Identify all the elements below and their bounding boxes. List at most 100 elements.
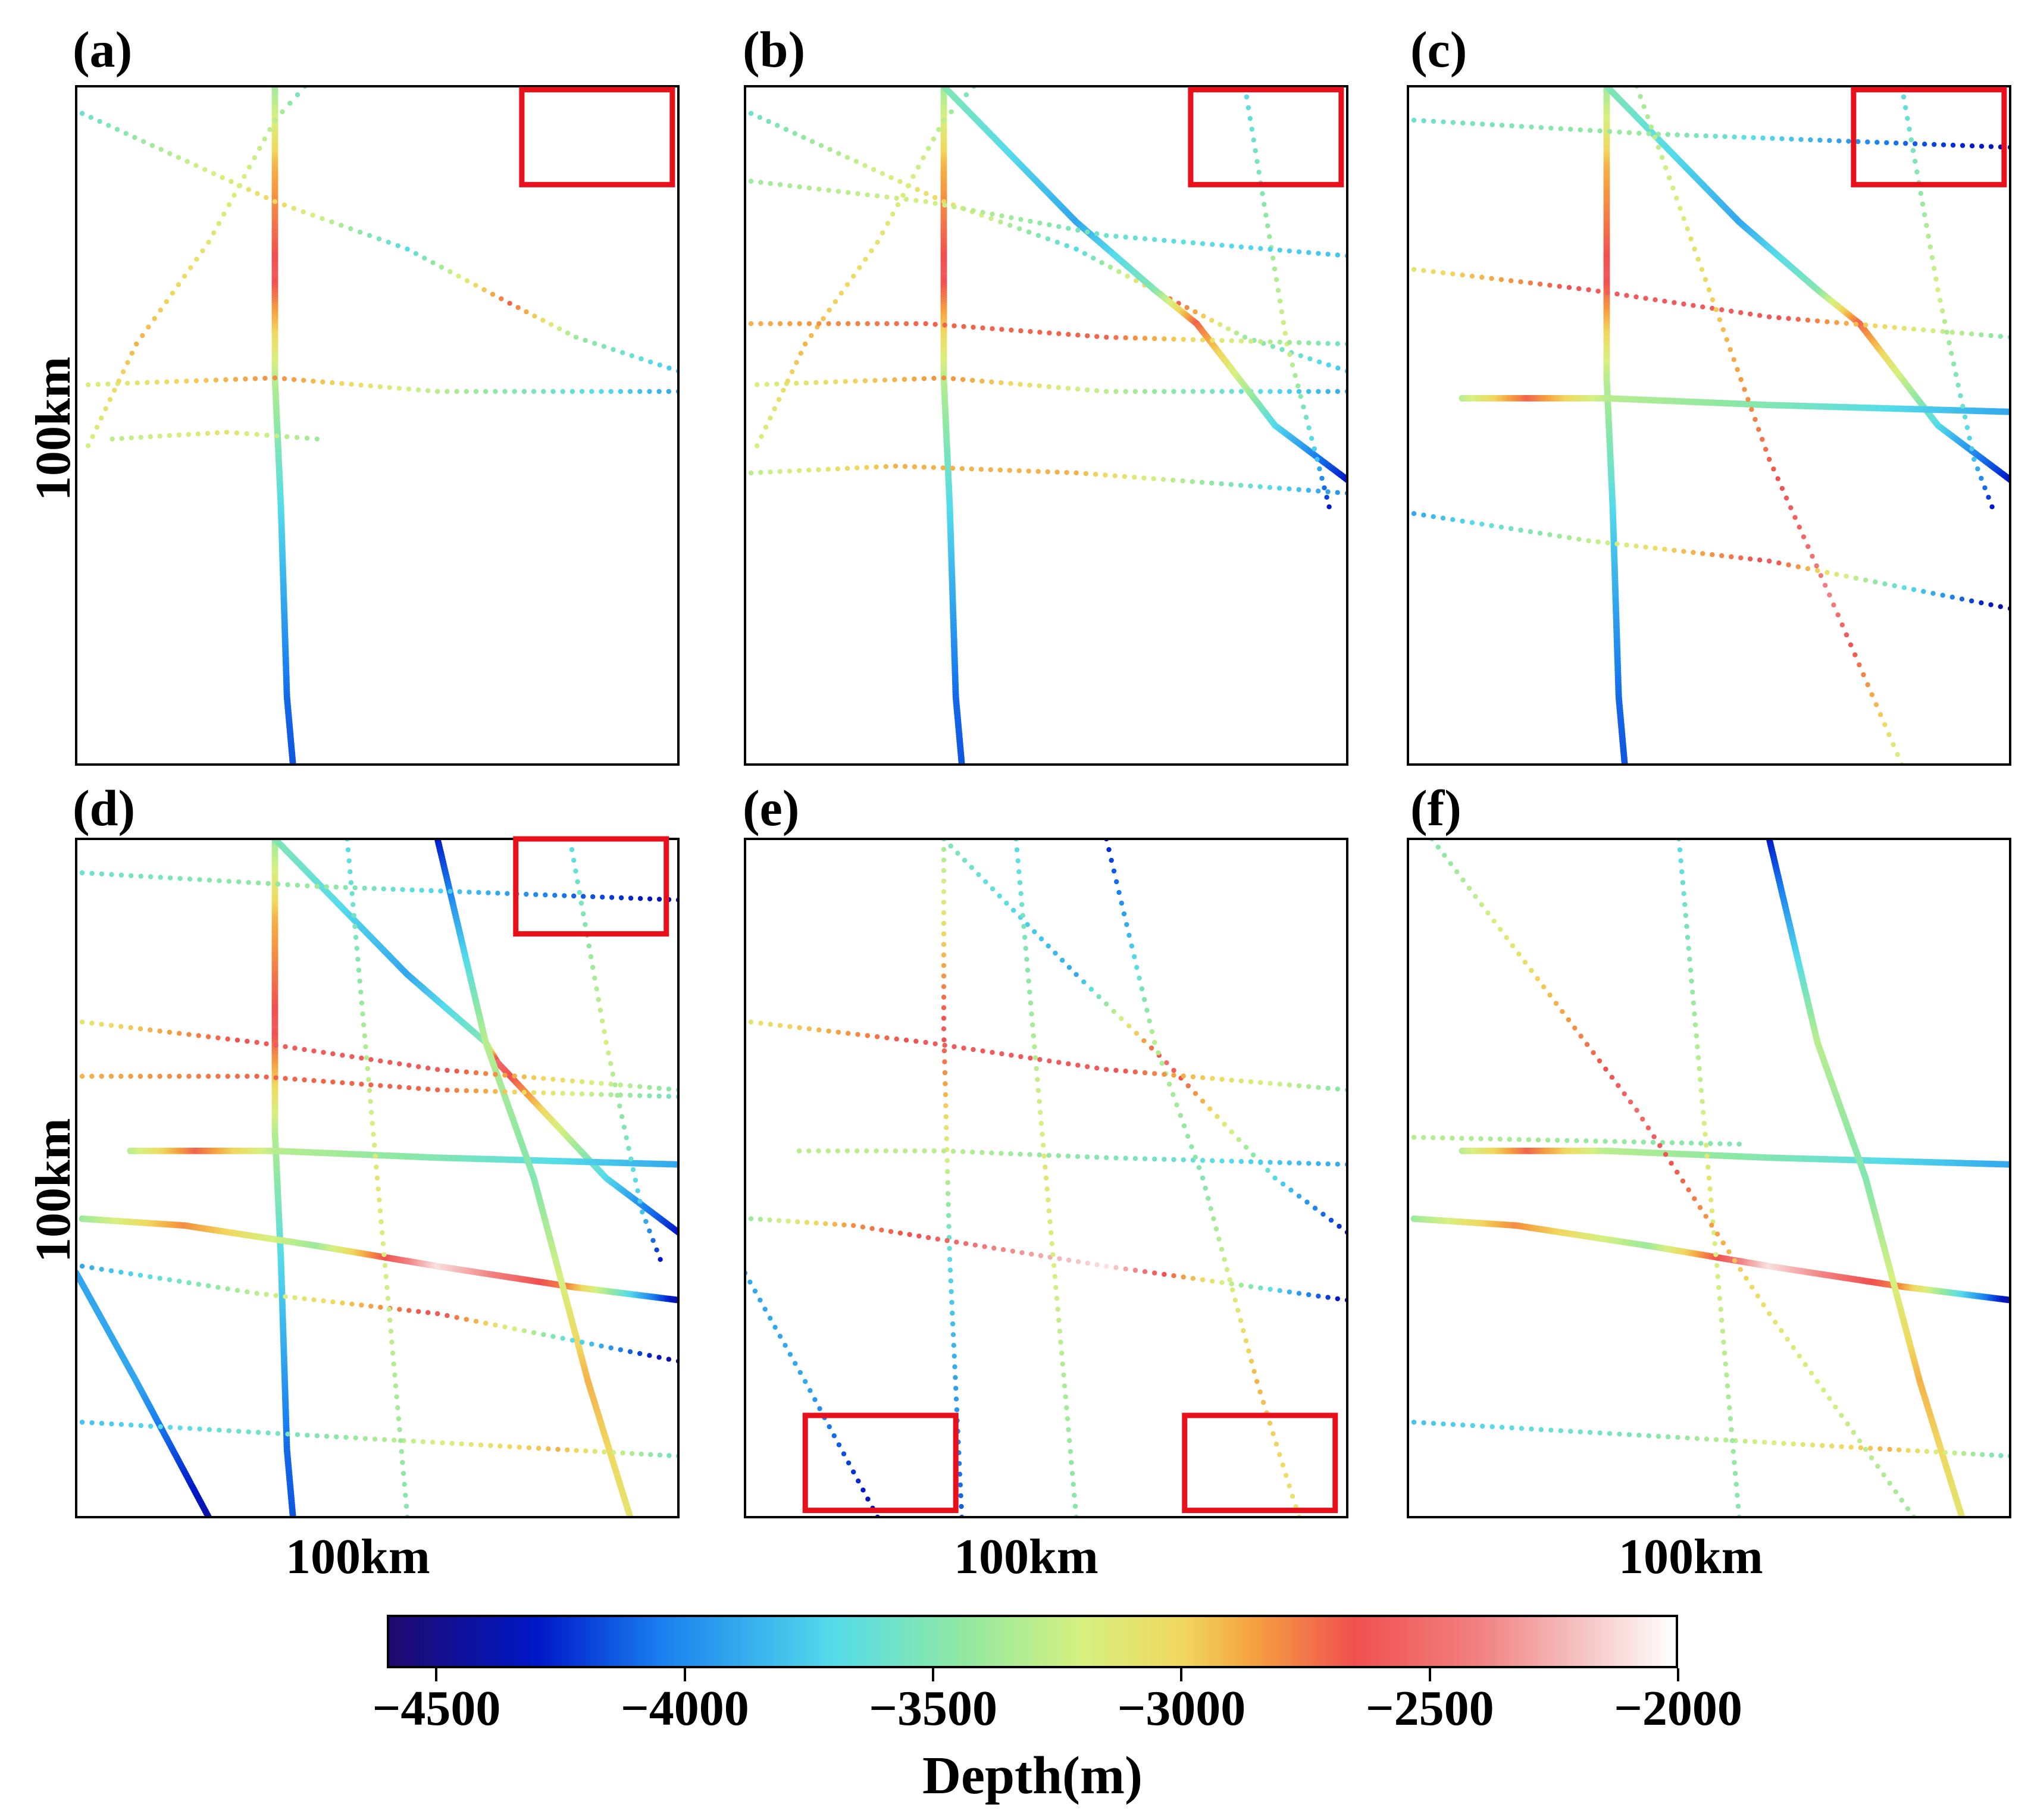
depth-point	[1729, 308, 1734, 314]
depth-point	[397, 1307, 402, 1312]
depth-point	[603, 1039, 609, 1045]
depth-point	[1325, 1161, 1331, 1167]
depth-point	[88, 115, 93, 120]
depth-point	[1174, 1102, 1179, 1108]
depth-point	[1008, 1151, 1013, 1157]
depth-point	[846, 1030, 851, 1036]
depth-point	[1224, 1267, 1230, 1273]
depth-point	[1979, 332, 1984, 337]
depth-point	[109, 872, 114, 878]
depth-point	[1032, 929, 1037, 935]
depth-point	[816, 1027, 822, 1033]
depth-point	[311, 1297, 317, 1302]
depth-point	[94, 424, 100, 430]
depth-point	[177, 1030, 182, 1036]
depth-point	[416, 1064, 421, 1070]
depth-point	[1576, 286, 1582, 292]
track-5	[1242, 86, 1332, 509]
depth-point	[1844, 574, 1849, 579]
depth-point	[1066, 1061, 1071, 1067]
depth-point	[1979, 475, 1984, 481]
depth-point	[1325, 389, 1331, 394]
depth-point	[969, 864, 975, 870]
depth-point	[79, 1073, 85, 1079]
depth-point	[1316, 340, 1321, 346]
depth-point	[374, 1175, 380, 1181]
depth-point	[1729, 554, 1734, 559]
depth-point	[1277, 389, 1282, 394]
depth-point	[1681, 301, 1686, 307]
depth-point	[946, 1191, 951, 1196]
depth-point	[1322, 485, 1327, 491]
depth-point	[546, 1446, 551, 1452]
depth-point	[1215, 1114, 1220, 1119]
depth-point	[855, 321, 860, 327]
depth-point	[1277, 1082, 1282, 1087]
depth-point	[1190, 1276, 1196, 1281]
depth-point	[1528, 280, 1533, 286]
depth-point	[590, 964, 596, 970]
depth-point	[359, 1000, 365, 1006]
depth-point	[1238, 1078, 1244, 1084]
depth-point	[176, 282, 181, 287]
depth-point	[1019, 902, 1025, 907]
depth-point	[999, 1051, 1004, 1057]
depth-point	[1104, 1155, 1109, 1161]
depth-point	[793, 1361, 798, 1366]
depth-point	[283, 1294, 288, 1299]
depth-point	[390, 1351, 396, 1356]
depth-point	[787, 1352, 793, 1357]
depth-point	[1137, 975, 1142, 981]
depth-point	[795, 1219, 800, 1224]
depth-point	[643, 1218, 649, 1224]
depth-point	[415, 387, 421, 393]
panel-frame	[744, 838, 1348, 1518]
depth-point	[612, 1082, 618, 1088]
depth-point	[923, 1039, 928, 1045]
depth-point	[608, 1082, 614, 1087]
depth-point	[1595, 539, 1601, 544]
depth-point	[1208, 1206, 1214, 1211]
depth-point	[362, 885, 367, 891]
depth-point	[797, 184, 802, 190]
depth-point	[953, 1396, 959, 1402]
depth-point	[943, 1092, 949, 1098]
depth-point	[1614, 292, 1620, 297]
depth-point	[656, 1085, 662, 1091]
depth-point	[1123, 1155, 1128, 1161]
depth-point	[536, 1446, 542, 1451]
depth-point	[843, 379, 849, 384]
depth-point	[395, 243, 400, 249]
depth-point	[167, 1424, 173, 1430]
depth-point	[569, 847, 575, 853]
depth-point	[481, 287, 487, 293]
depth-point	[1225, 326, 1231, 331]
depth-point	[1041, 1154, 1047, 1159]
depth-point	[941, 1148, 947, 1154]
depth-point	[79, 111, 85, 116]
depth-point	[375, 1186, 381, 1192]
depth-point	[963, 92, 969, 98]
depth-point	[1789, 136, 1794, 142]
depth-point	[1685, 226, 1690, 231]
depth-point	[894, 195, 899, 201]
depth-point	[1911, 587, 1917, 593]
depth-point	[1162, 1157, 1167, 1162]
depth-point	[990, 326, 995, 331]
depth-point	[1258, 1080, 1263, 1085]
depth-point	[1111, 868, 1117, 874]
depth-point	[577, 889, 582, 895]
depth-point	[1123, 1266, 1128, 1271]
depth-point	[1184, 305, 1190, 311]
depth-point	[1695, 256, 1701, 262]
depth-point	[759, 434, 764, 439]
depth-point	[1895, 752, 1900, 757]
depth-point	[174, 379, 179, 384]
depth-point	[979, 1149, 985, 1155]
depth-point	[1181, 337, 1186, 342]
depth-point	[635, 1188, 640, 1194]
depth-point	[1027, 383, 1032, 388]
depth-point	[1700, 551, 1705, 556]
depth-point	[356, 967, 362, 973]
depth-point	[579, 1079, 585, 1085]
